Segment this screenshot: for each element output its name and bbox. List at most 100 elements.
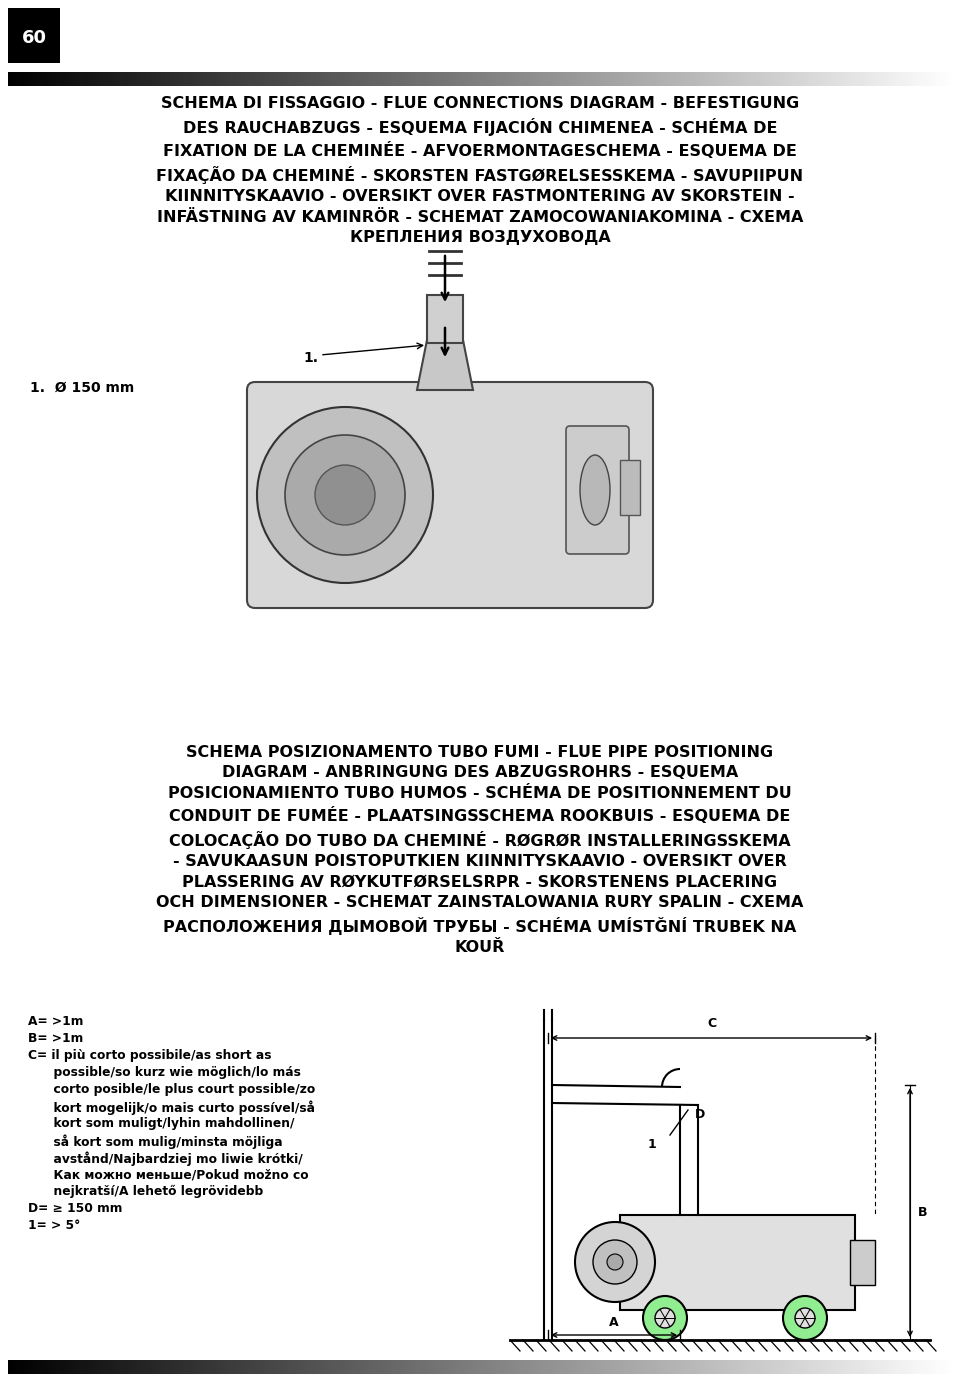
Text: 1: 1 (648, 1139, 657, 1151)
Bar (832, 72, 836, 86)
Bar (354, 72, 358, 86)
Bar (637, 1361, 641, 1375)
Bar (622, 72, 625, 86)
Bar (943, 72, 947, 86)
Circle shape (607, 1254, 623, 1270)
Circle shape (257, 406, 433, 583)
Bar (251, 1361, 254, 1375)
Bar (534, 72, 538, 86)
Bar (584, 1361, 588, 1375)
Circle shape (593, 1240, 637, 1284)
Bar (552, 72, 556, 86)
Bar (396, 1361, 398, 1375)
Bar (325, 1361, 329, 1375)
Bar (773, 1361, 777, 1375)
Bar (823, 1361, 827, 1375)
Bar (704, 1361, 708, 1375)
Bar (933, 72, 937, 86)
Bar (382, 1361, 386, 1375)
Bar (546, 1361, 550, 1375)
Circle shape (643, 1295, 687, 1340)
Bar (770, 72, 773, 86)
Bar (492, 1361, 496, 1375)
Bar (194, 1361, 198, 1375)
Bar (779, 1361, 782, 1375)
Bar (687, 72, 691, 86)
Bar (813, 1361, 817, 1375)
Bar (543, 72, 546, 86)
Bar (921, 1361, 924, 1375)
Bar (490, 1361, 493, 1375)
Bar (323, 1361, 326, 1375)
Bar (883, 1361, 886, 1375)
Bar (225, 1361, 228, 1375)
Bar (470, 72, 474, 86)
Bar (534, 1361, 538, 1375)
Bar (546, 72, 550, 86)
Bar (795, 1361, 799, 1375)
Bar (448, 72, 452, 86)
Bar (495, 1361, 499, 1375)
Bar (732, 1361, 735, 1375)
Bar (713, 1361, 716, 1375)
Bar (278, 1361, 282, 1375)
Bar (835, 72, 839, 86)
Bar (376, 1361, 380, 1375)
Bar (911, 72, 915, 86)
Bar (455, 1361, 459, 1375)
Bar (206, 1361, 210, 1375)
Bar (423, 72, 427, 86)
Bar (760, 72, 764, 86)
Bar (657, 1361, 660, 1375)
Bar (660, 1361, 663, 1375)
Bar (118, 72, 122, 86)
Bar (244, 72, 248, 86)
Bar (238, 1361, 241, 1375)
Bar (77, 1361, 81, 1375)
Bar (943, 1361, 947, 1375)
Bar (864, 72, 868, 86)
Bar (766, 72, 770, 86)
Bar (169, 72, 172, 86)
Bar (17, 72, 21, 86)
Bar (351, 1361, 354, 1375)
Bar (921, 72, 924, 86)
Bar (926, 1361, 930, 1375)
Bar (228, 1361, 232, 1375)
Bar (455, 72, 459, 86)
Bar (537, 72, 540, 86)
Text: kort som muligt/lyhin mahdollinen/: kort som muligt/lyhin mahdollinen/ (28, 1117, 295, 1130)
Bar (552, 1361, 556, 1375)
Bar (181, 72, 184, 86)
Bar (540, 1361, 543, 1375)
Bar (115, 1361, 119, 1375)
Text: SCHEMA POSIZIONAMENTO TUBO FUMI - FLUE PIPE POSITIONING
DIAGRAM - ANBRINGUNG DES: SCHEMA POSIZIONAMENTO TUBO FUMI - FLUE P… (156, 745, 804, 956)
Bar (370, 1361, 373, 1375)
Bar (125, 72, 128, 86)
Bar (49, 1361, 53, 1375)
Bar (647, 72, 651, 86)
Bar (24, 1361, 28, 1375)
Bar (436, 1361, 440, 1375)
Bar (408, 1361, 411, 1375)
Bar (756, 1361, 760, 1375)
Bar (782, 1361, 785, 1375)
Bar (675, 1361, 679, 1375)
Bar (295, 72, 298, 86)
Bar (303, 72, 307, 86)
Bar (810, 1361, 814, 1375)
Bar (643, 72, 647, 86)
Bar (773, 72, 777, 86)
Circle shape (315, 465, 375, 526)
Bar (914, 1361, 918, 1375)
Bar (817, 1361, 821, 1375)
Bar (665, 72, 669, 86)
Bar (904, 72, 908, 86)
Bar (329, 1361, 332, 1375)
Bar (30, 1361, 34, 1375)
Bar (470, 1361, 474, 1375)
Bar (342, 72, 346, 86)
Bar (593, 1361, 597, 1375)
Bar (140, 1361, 144, 1375)
Bar (420, 72, 424, 86)
